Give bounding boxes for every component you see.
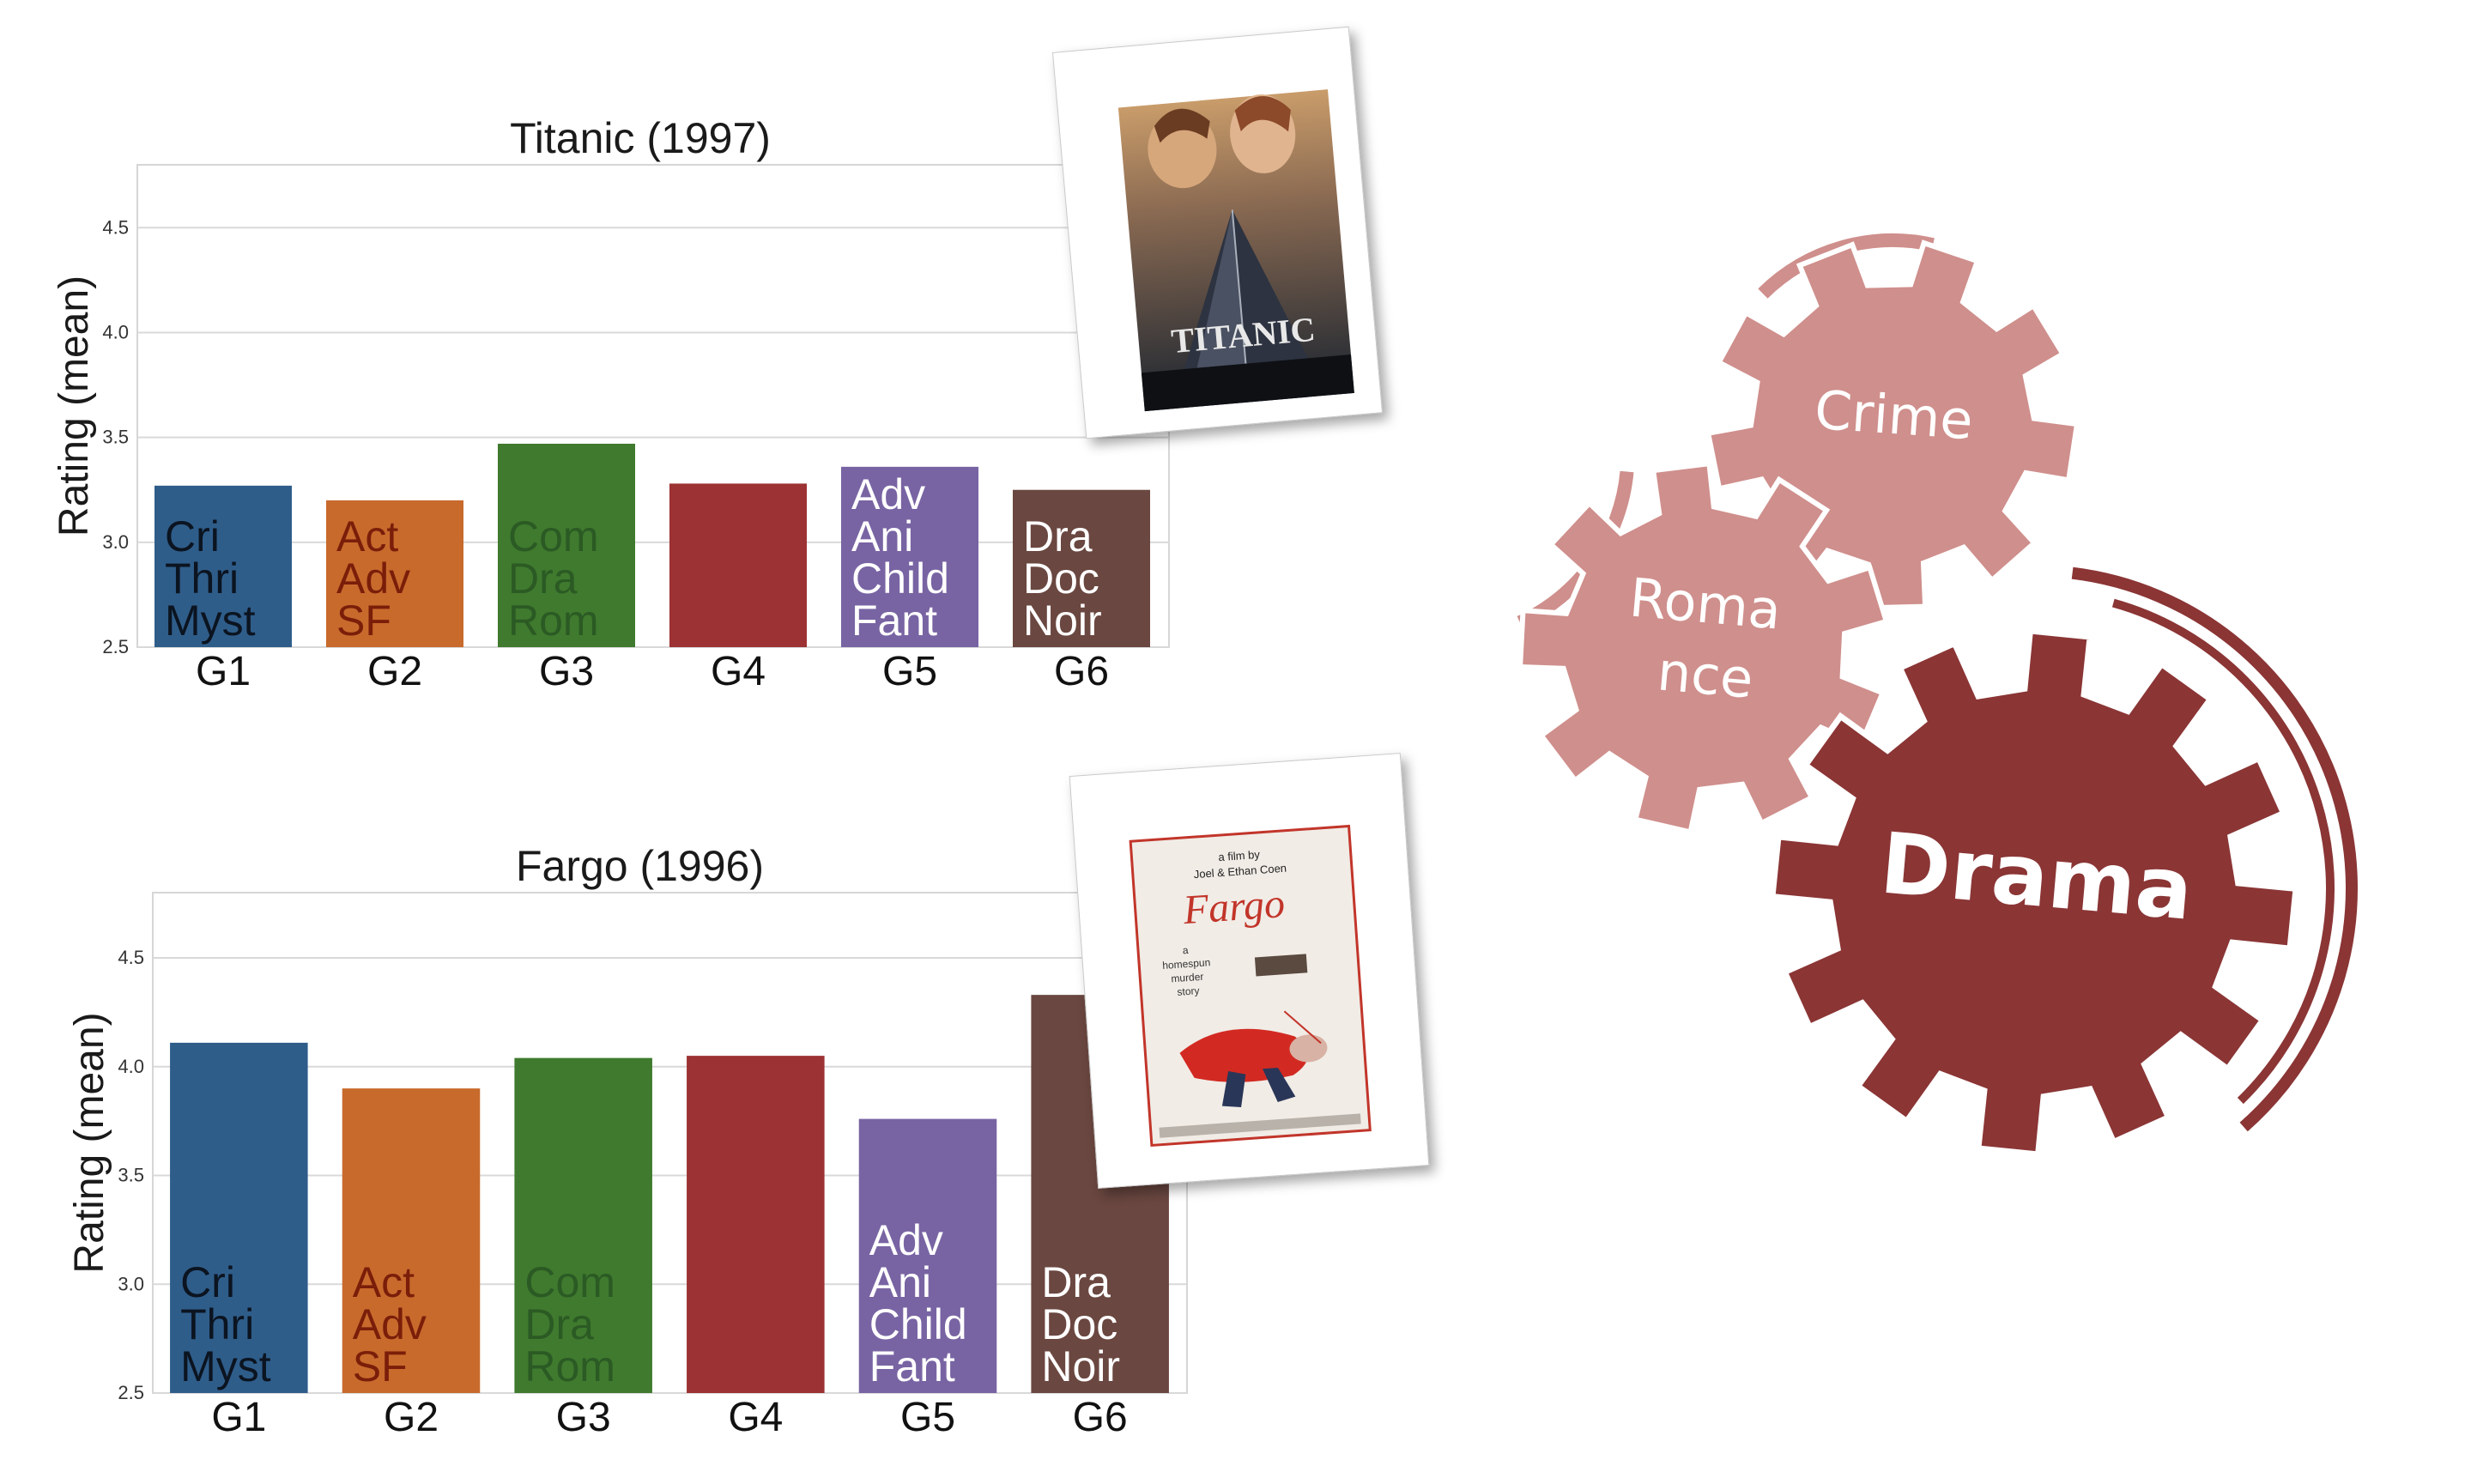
y-tick-label: 3.5 [118, 1165, 144, 1186]
bar-genre-label: Rom [508, 597, 599, 645]
x-tick-label: G4 [728, 1395, 783, 1440]
bar-genre-label: Rom [524, 1342, 615, 1390]
titanic-poster: TITANIC [1051, 26, 1384, 439]
bar-genre-label: Fant [851, 597, 937, 645]
bar-g3 [514, 1057, 652, 1393]
x-tick-label: G2 [367, 649, 422, 694]
bar-genre-label: Cri [180, 1258, 235, 1306]
y-tick-label: 4.0 [118, 1056, 144, 1077]
bar-genre-label: Cri [165, 512, 220, 560]
bar-genre-label: Fant [869, 1342, 955, 1390]
y-tick-label: 2.5 [118, 1382, 144, 1403]
fargo-poster-line: murder [1171, 971, 1204, 985]
bar-genre-label: Dra [1041, 1258, 1111, 1306]
gear-label-romance-2: nce [1655, 639, 1755, 710]
plot-frame [152, 892, 1188, 1394]
fargo-poster-line: homespun [1162, 956, 1211, 972]
x-tick-label: G5 [882, 649, 937, 694]
bar-genre-label: Doc [1023, 554, 1099, 603]
bar-genre-label: SF [353, 1342, 408, 1390]
crime-gear [1705, 239, 2080, 611]
y-tick-label: 4.5 [118, 947, 144, 968]
crime-arc-arrow [1758, 233, 1935, 299]
bar-g2 [342, 1088, 481, 1393]
x-tick-label: G2 [384, 1395, 439, 1440]
bar-genre-label: Adv [353, 1300, 427, 1348]
bar-genre-label: Com [524, 1258, 615, 1306]
fargo-poster-line: a [1182, 944, 1189, 956]
bar-genre-label: Act [353, 1258, 415, 1306]
x-tick-label: G6 [1073, 1395, 1128, 1440]
y-tick-label: 3.5 [102, 427, 129, 448]
x-tick-label: G4 [711, 649, 766, 694]
bar-genre-label: Ani [869, 1258, 931, 1306]
y-tick-label: 4.0 [102, 321, 129, 342]
chart-title: Fargo (1996) [516, 842, 764, 890]
bar-g1 [170, 1042, 308, 1393]
plot-frame [136, 164, 1170, 648]
x-tick-label: G1 [211, 1395, 266, 1440]
bar-genre-label: Dra [524, 1300, 594, 1348]
drama-arc-inner [2111, 598, 2335, 1105]
gear-label-crime: Crime [1813, 379, 1975, 452]
chart-title: Titanic (1997) [510, 114, 771, 162]
bar-genre-label: Doc [1041, 1300, 1117, 1348]
x-tick-label: G6 [1054, 649, 1109, 694]
bar-genre-label: Myst [180, 1342, 271, 1390]
bar-genre-label: Act [336, 512, 398, 560]
y-tick-label: 2.5 [102, 636, 129, 657]
x-tick-label: G3 [539, 649, 594, 694]
bar-genre-label: Thri [180, 1300, 254, 1348]
bar-g4 [669, 483, 807, 647]
bar-genre-label: Noir [1041, 1342, 1120, 1390]
x-tick-label: G5 [900, 1395, 955, 1440]
gear-label-drama: Drama [1877, 815, 2197, 939]
drama-gear [1769, 627, 2299, 1158]
fargo-poster: a film by Joel & Ethan Coen Fargo a home… [1069, 753, 1430, 1189]
bar-genre-label: Noir [1023, 597, 1102, 645]
bar-g4 [687, 1056, 825, 1393]
y-tick-label: 4.5 [102, 216, 129, 238]
drama-arc-outer [2071, 566, 2358, 1132]
bar-genre-label: Dra [508, 554, 578, 603]
fargo-chart: 2.5 3.0 3.5 4.0 4.5 Fargo (1996) Rating (mean)… [67, 842, 1188, 1440]
bar-genre-label: Adv [869, 1216, 943, 1264]
gear-label-romance-1: Roma [1627, 566, 1784, 642]
bar-g2 [326, 500, 463, 647]
y-axis-label: Rating (mean) [51, 276, 97, 536]
x-tick-label: G3 [556, 1395, 611, 1440]
bar-g3 [498, 443, 635, 647]
fargo-poster-line: a film by [1218, 848, 1261, 863]
bar-genre-label: Adv [851, 470, 925, 518]
bar-genre-label: Thri [165, 554, 239, 603]
bar-g5 [858, 1118, 997, 1393]
bar-g6 [1013, 489, 1150, 647]
bar-genre-label: Myst [165, 597, 256, 645]
y-tick-label: 3.0 [102, 531, 129, 553]
romance-arc-arrow [1517, 470, 1634, 629]
bar-genre-label: Child [851, 554, 949, 603]
bar-genre-label: Adv [336, 554, 410, 603]
bar-genre-label: Ani [851, 512, 913, 560]
bar-genre-label: Dra [1023, 512, 1093, 560]
bar-genre-label: Com [508, 512, 599, 560]
x-tick-label: G1 [196, 649, 251, 694]
bar-genre-label: Child [869, 1300, 967, 1348]
fargo-poster-line: story [1177, 984, 1200, 998]
fargo-poster-title: Fargo [1181, 881, 1287, 933]
y-axis-label: Rating (mean) [67, 1012, 112, 1273]
bar-g1 [154, 485, 292, 647]
bar-g5 [841, 466, 978, 647]
bar-genre-label: SF [336, 597, 391, 645]
titanic-chart: 2.5 3.0 3.5 4.0 4.5 Titanic (1997) Rating (mea… [51, 114, 1170, 694]
romance-gear [1517, 460, 1890, 836]
y-tick-label: 3.0 [118, 1273, 144, 1294]
